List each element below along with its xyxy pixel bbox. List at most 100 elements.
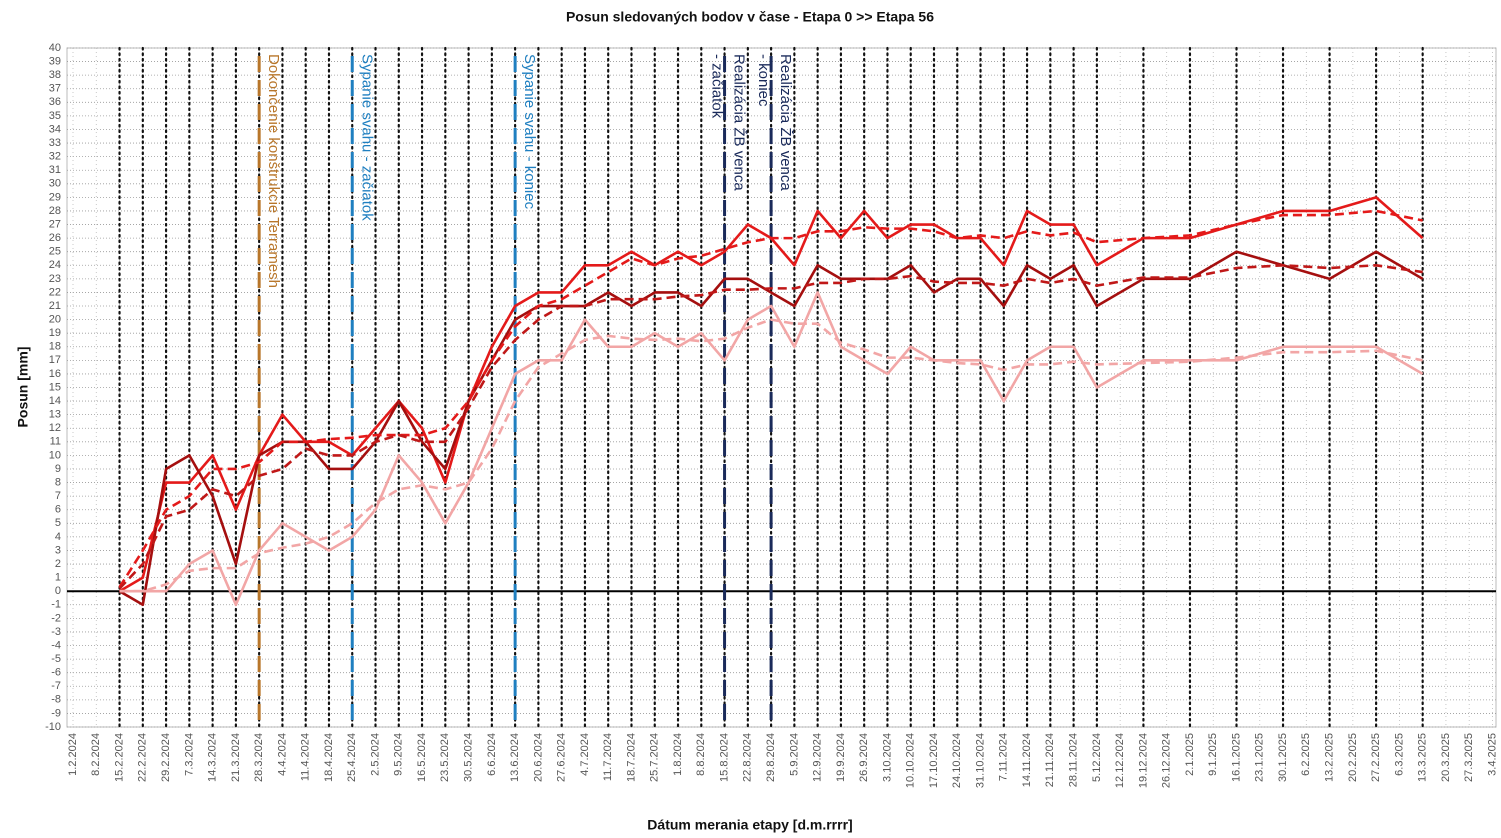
series-line: [119, 291, 1424, 607]
y-tick-label: 40: [49, 42, 61, 54]
x-tick-label: 6.6.2024: [486, 733, 498, 776]
x-tick-label: 30.5.2024: [462, 733, 474, 782]
y-tick-label: 36: [49, 96, 61, 108]
x-tick-label: 6.3.2025: [1393, 733, 1405, 776]
x-tick-label: 23.5.2024: [439, 733, 451, 782]
y-tick-label: 14: [49, 395, 61, 407]
x-tick-label: 7.11.2024: [998, 733, 1010, 781]
y-tick-label: -3: [51, 626, 61, 638]
x-tick-label: 30.1.2025: [1277, 733, 1289, 782]
y-tick-label: 13: [49, 409, 61, 421]
y-tick-label: -7: [51, 680, 61, 692]
y-tick-label: 24: [49, 259, 61, 271]
x-tick-label: 4.7.2024: [579, 733, 591, 776]
x-tick-label: 14.3.2024: [207, 733, 219, 782]
y-tick-label: -9: [51, 707, 61, 719]
x-tick-label: 27.2.2025: [1370, 733, 1382, 782]
x-tick-label: 11.7.2024: [602, 733, 614, 781]
x-tick-label: 18.7.2024: [625, 733, 637, 782]
x-tick-label: 21.11.2024: [1044, 733, 1056, 787]
y-tick-label: 30: [49, 178, 61, 190]
x-tick-label: 15.8.2024: [718, 733, 730, 782]
x-axis-label: Dátum merania etapy [d.m.rrrr]: [647, 817, 852, 833]
x-tick-label: 29.2.2024: [160, 733, 172, 782]
y-tick-label: 4: [55, 531, 61, 543]
y-tick-label: 23: [49, 273, 61, 285]
x-tick-label: 15.2.2024: [113, 733, 125, 782]
x-tick-label: 9.5.2024: [393, 733, 405, 776]
x-tick-label: 1.2.2024: [67, 733, 79, 776]
event-label: Realizácia ŽB venca: [731, 54, 748, 191]
x-tick-label: 11.4.2024: [300, 733, 312, 781]
x-tick-label: 3.10.2024: [881, 733, 893, 782]
x-tick-label: 25.4.2024: [346, 733, 358, 782]
x-tick-label: 25.7.2024: [649, 733, 661, 782]
y-tick-label: 5: [55, 517, 61, 529]
y-tick-label: 15: [49, 381, 61, 393]
y-tick-label: 20: [49, 314, 61, 326]
y-tick-label: -6: [51, 667, 61, 679]
chart-title: Posun sledovaných bodov v čase - Etapa 0…: [566, 9, 934, 25]
x-tick-label: 13.3.2025: [1417, 733, 1429, 782]
x-tick-label: 18.4.2024: [323, 733, 335, 782]
y-tick-label: 38: [49, 69, 61, 81]
x-tick-label: 4.4.2024: [276, 733, 288, 776]
y-tick-label: 8: [55, 476, 61, 488]
y-tick-label: 35: [49, 110, 61, 122]
y-tick-label: 19: [49, 327, 61, 339]
event-label: Sypanie svahu - koniec: [521, 54, 538, 210]
x-tick-label: 12.9.2024: [812, 733, 824, 782]
x-tick-label: 13.6.2024: [509, 733, 521, 782]
x-tick-label: 20.2.2025: [1347, 733, 1359, 782]
x-tick-label: 16.1.2025: [1230, 733, 1242, 782]
x-tick-label: 17.10.2024: [928, 733, 940, 788]
y-tick-label: 12: [49, 422, 61, 434]
event-label: - koniec: [755, 54, 772, 107]
y-tick-label: 28: [49, 205, 61, 217]
y-tick-label: 18: [49, 341, 61, 353]
x-tick-label: 1.8.2024: [672, 733, 684, 776]
x-tick-label: 26.12.2024: [1161, 733, 1173, 788]
event-label: Realizácia ŽB venca: [777, 54, 794, 191]
y-tick-label: -2: [51, 612, 61, 624]
x-tick-label: 10.10.2024: [905, 733, 917, 788]
x-tick-label: 5.12.2024: [1091, 733, 1103, 782]
y-tick-label: -5: [51, 653, 61, 665]
y-tick-label: 21: [49, 300, 61, 312]
y-tick-label: 26: [49, 232, 61, 244]
x-tick-label: 9.1.2025: [1207, 733, 1219, 776]
y-tick-label: 17: [49, 354, 61, 366]
event-label: - začiatok: [709, 54, 726, 119]
x-tick-label: 19.12.2024: [1137, 733, 1149, 788]
trend-line: [118, 209, 1423, 588]
y-tick-label: 34: [49, 123, 61, 135]
x-tick-label: 21.3.2024: [230, 733, 242, 782]
y-tick-label: 6: [55, 504, 61, 516]
y-axis-label: Posun [mm]: [15, 347, 31, 428]
y-tick-label: 16: [49, 368, 61, 380]
x-tick-label: 5.9.2024: [788, 733, 800, 776]
x-tick-label: 8.8.2024: [695, 733, 707, 776]
x-tick-label: 22.8.2024: [742, 733, 754, 782]
x-tick-label: 2.5.2024: [369, 733, 381, 776]
x-tick-label: 2.1.2025: [1184, 733, 1196, 776]
y-tick-label: 31: [49, 164, 61, 176]
x-tick-label: 20.3.2025: [1440, 733, 1452, 782]
x-tick-label: 12.12.2024: [1114, 733, 1126, 788]
x-tick-label: 6.2.2025: [1300, 733, 1312, 776]
x-tick-label: 22.2.2024: [137, 733, 149, 782]
y-tick-label: 37: [49, 83, 61, 95]
y-tick-label: 25: [49, 246, 61, 258]
x-tick-label: 16.5.2024: [416, 733, 428, 782]
x-tick-label: 8.2.2024: [90, 733, 102, 776]
y-tick-label: 1: [55, 572, 61, 584]
x-tick-label: 23.1.2025: [1254, 733, 1266, 782]
series-line: [118, 250, 1424, 607]
y-tick-label: 10: [49, 449, 61, 461]
y-tick-label: 0: [55, 585, 61, 597]
x-tick-label: 24.10.2024: [951, 733, 963, 788]
y-tick-label: 9: [55, 463, 61, 475]
y-tick-label: 27: [49, 218, 61, 230]
y-tick-label: -10: [45, 721, 61, 733]
y-tick-label: 7: [55, 490, 61, 502]
